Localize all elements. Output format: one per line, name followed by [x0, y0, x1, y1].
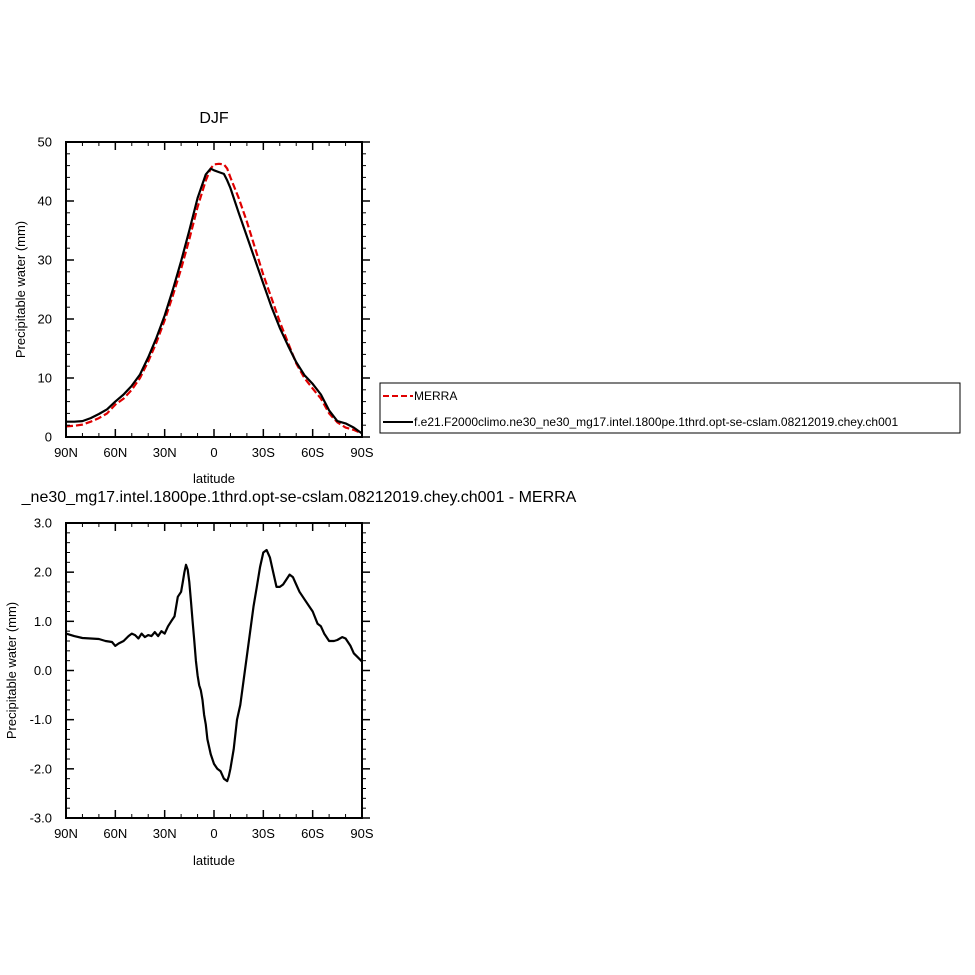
y-tick-label: -3.0	[30, 811, 52, 826]
y-tick-label: 0.0	[34, 663, 52, 678]
axes: 90N 60N 30N 0 30S 60S 90S 0 10 20 30 40 50	[38, 135, 374, 461]
x-tick-label: 30N	[153, 445, 177, 460]
legend-entry-model: f.e21.F2000climo.ne30_ne30_mg17.intel.18…	[383, 415, 898, 429]
x-tick-label: 90N	[54, 445, 78, 460]
legend-box	[379, 382, 961, 434]
legend: MERRA f.e21.F2000climo.ne30_ne30_mg17.in…	[379, 382, 961, 434]
plot-area	[65, 548, 363, 783]
legend-label-model: f.e21.F2000climo.ne30_ne30_mg17.intel.18…	[414, 415, 898, 429]
chart-title: DJF	[199, 110, 229, 127]
legend-label-merra: MERRA	[414, 389, 457, 403]
plot-frame	[65, 522, 363, 819]
y-tick-label: 10	[38, 371, 52, 386]
y-tick-label: 50	[38, 135, 52, 150]
y-axis-label: Precipitable water (mm)	[13, 221, 28, 358]
y-tick-label: -1.0	[30, 712, 52, 727]
legend-entry-merra: MERRA	[383, 389, 457, 403]
series-line-f	[66, 167, 363, 435]
y-tick-label: 3.0	[34, 516, 52, 531]
y-tick-label: 2.0	[34, 565, 52, 580]
y-tick-label: 30	[38, 253, 52, 268]
axes: 90N 60N 30N 0 30S 60S 90S -3.0 -2.0 -1.0 0.0 1.0 2.0…	[30, 516, 374, 842]
y-tick-label: 0	[45, 430, 52, 445]
plot-frame	[65, 141, 363, 438]
y-tick-label: -2.0	[30, 761, 52, 776]
x-tick-label: 60S	[301, 445, 324, 460]
x-tick-label: 0	[210, 826, 217, 841]
series-line-merra	[65, 162, 363, 435]
x-tick-label: 90N	[54, 826, 78, 841]
x-tick-label: 90S	[350, 826, 373, 841]
x-tick-label: 30S	[252, 826, 275, 841]
x-tick-label: 60N	[103, 445, 127, 460]
series-line-difference	[65, 548, 363, 783]
x-tick-label: 30N	[153, 826, 177, 841]
chart-title: _ne30_mg17.intel.1800pe.1thrd.opt-se-csl…	[21, 489, 577, 506]
x-tick-label: 30S	[252, 445, 275, 460]
x-tick-label: 60S	[301, 826, 324, 841]
x-axis-label: latitude	[193, 471, 235, 486]
y-tick-label: 40	[38, 194, 52, 209]
panel-difference: _ne30_mg17.intel.1800pe.1thrd.opt-se-csl…	[4, 489, 577, 868]
x-axis-label: latitude	[193, 853, 235, 868]
plot-area	[65, 162, 363, 435]
x-tick-label: 60N	[103, 826, 127, 841]
x-tick-label: 0	[210, 445, 217, 460]
y-axis-label: Precipitable water (mm)	[4, 602, 19, 739]
panel-climatology: DJF 90N 60N 30N 0 30S 60S 90S 0 10 20 30 40 50 latit…	[13, 110, 374, 486]
y-tick-label: 20	[38, 312, 52, 327]
x-tick-label: 90S	[350, 445, 373, 460]
y-tick-label: 1.0	[34, 614, 52, 629]
